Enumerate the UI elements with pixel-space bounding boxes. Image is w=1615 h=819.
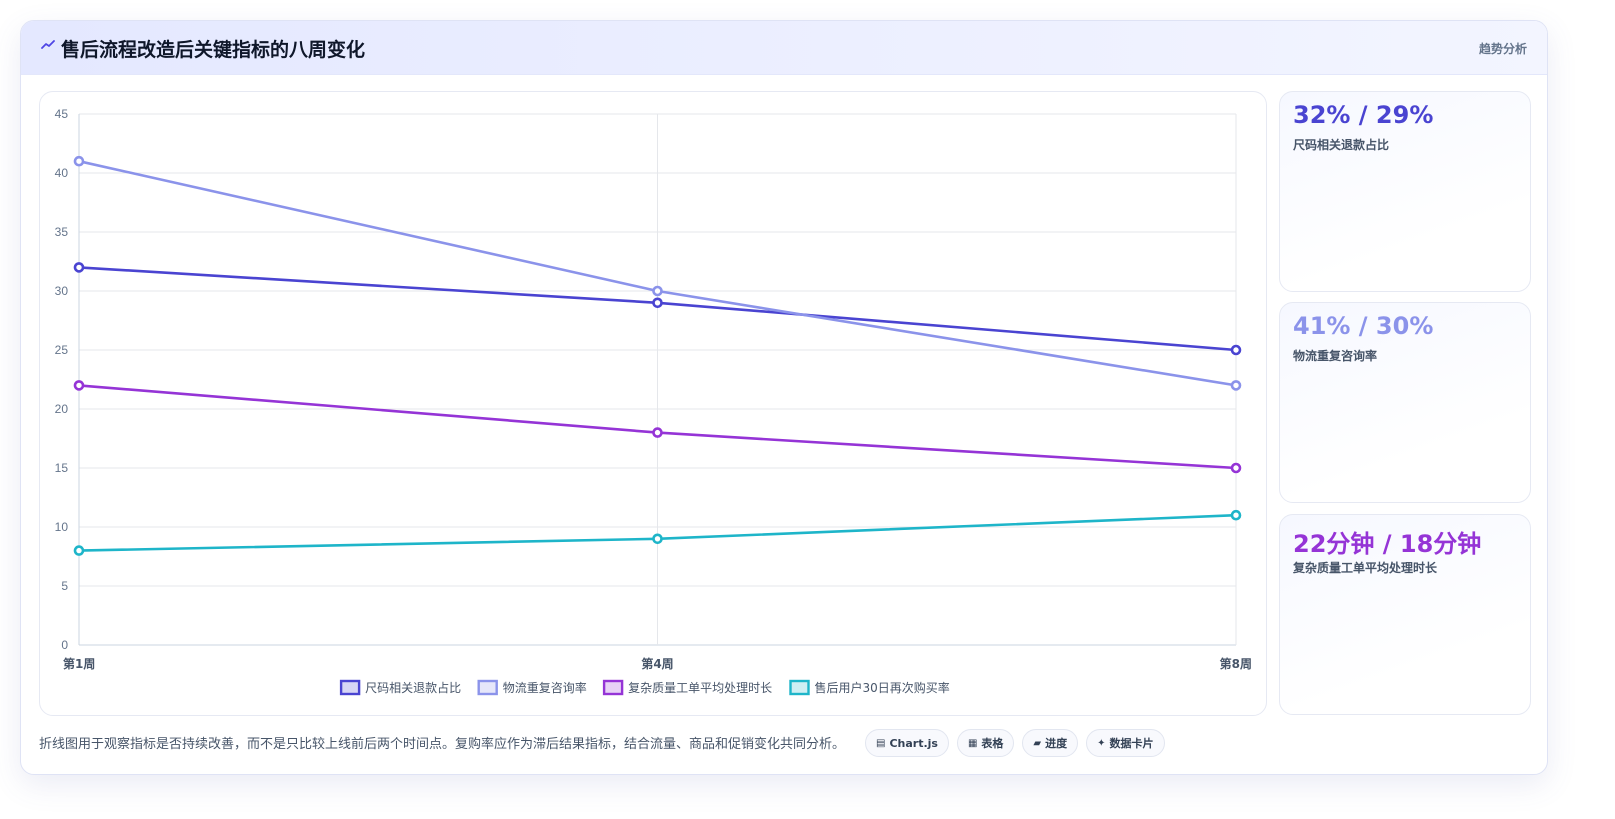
chip-label: 进度 xyxy=(1045,737,1068,750)
sparkle-icon: ✦ xyxy=(1097,737,1106,749)
kpi-value: 32% / 29% xyxy=(1293,101,1434,129)
page-title: 售后流程改造后关键指标的八周变化 xyxy=(61,39,366,61)
legend-swatch xyxy=(339,679,361,696)
data-point xyxy=(652,533,663,545)
trend-icon xyxy=(41,40,55,49)
chart-icon: ▤ xyxy=(876,737,886,749)
kpi-label: 物流重复咨询率 xyxy=(1293,349,1378,363)
data-point xyxy=(1230,462,1242,474)
kpi-label: 尺码相关退款占比 xyxy=(1293,138,1390,152)
kpi-card: 22分钟 / 18分钟 复杂质量工单平均处理时长 xyxy=(1279,514,1531,715)
progress-icon: ▰ xyxy=(1033,737,1042,749)
data-point xyxy=(1230,380,1242,391)
legend-label: 售后用户30日再次购买率 xyxy=(815,680,950,695)
legend-label: 复杂质量工单平均处理时长 xyxy=(628,681,772,695)
data-point xyxy=(73,155,85,167)
chip-chartjs[interactable]: ▤ Chart.js xyxy=(865,729,949,757)
data-point xyxy=(1230,344,1242,356)
x-tick-label: 第4周 xyxy=(641,656,673,671)
y-tick-label: 45 xyxy=(55,107,69,121)
legend-swatch xyxy=(789,679,810,696)
legend-swatch xyxy=(602,679,624,696)
y-tick-label: 20 xyxy=(55,402,69,416)
x-tick-label: 第8周 xyxy=(1220,656,1252,671)
chart-footnote: 折线图用于观察指标是否持续改善，而不是只比较上线前后两个时间点。复购率应作为滞后… xyxy=(39,737,846,752)
y-tick-label: 15 xyxy=(55,461,69,475)
kpi-card: 41% / 30% 物流重复咨询率 xyxy=(1279,302,1531,503)
chart-panel: 0 5 10 15 20 25 30 35 40 45 第1周 第4周 第8周尺码相关退款占比 物流重复咨… xyxy=(39,91,1267,716)
kpi-value: 41% / 30% xyxy=(1293,312,1434,340)
y-tick-label: 5 xyxy=(61,579,68,593)
data-point xyxy=(73,380,85,391)
data-point xyxy=(652,427,663,438)
dashboard-card: 售后流程改造后关键指标的八周变化 趋势分析 0 5 10 15 20 25 30 35 40 45… xyxy=(20,20,1548,775)
chip-table[interactable]: ▦ 表格 xyxy=(956,729,1015,757)
chip-label: 表格 xyxy=(981,737,1004,750)
data-point xyxy=(1230,509,1242,521)
kpi-label: 复杂质量工单平均处理时长 xyxy=(1293,561,1438,575)
data-point xyxy=(73,545,85,556)
table-icon: ▦ xyxy=(967,737,978,749)
x-tick-label: 第1周 xyxy=(63,656,95,671)
legend-label: 物流重复咨询率 xyxy=(503,680,587,695)
trend-analysis-tag: 趋势分析 xyxy=(1478,42,1527,56)
kpi-card: 32% / 29% 尺码相关退款占比 xyxy=(1279,91,1531,292)
data-point xyxy=(652,285,663,297)
y-tick-label: 0 xyxy=(61,638,68,652)
y-tick-label: 40 xyxy=(55,166,69,180)
chip-label: 数据卡片 xyxy=(1109,737,1154,750)
legend-label: 尺码相关退款占比 xyxy=(365,680,461,695)
data-point xyxy=(73,262,85,273)
y-tick-label: 25 xyxy=(55,343,69,357)
chip-data-card[interactable]: ✦ 数据卡片 xyxy=(1086,729,1165,757)
chip-progress[interactable]: ▰ 进度 xyxy=(1022,729,1079,757)
card-header: 售后流程改造后关键指标的八周变化 趋势分析 xyxy=(21,21,1547,75)
chip-group: ▤ Chart.js ▦ 表格 ▰ 进度 ✦ 数据卡片 xyxy=(865,729,1165,757)
kpi-value: 22分钟 / 18分钟 xyxy=(1293,530,1482,558)
y-tick-label: 30 xyxy=(55,284,69,298)
data-point xyxy=(652,297,663,309)
y-tick-label: 35 xyxy=(55,225,69,239)
legend-swatch xyxy=(477,679,498,696)
y-tick-label: 10 xyxy=(55,520,69,534)
chip-label: Chart.js xyxy=(889,736,938,750)
